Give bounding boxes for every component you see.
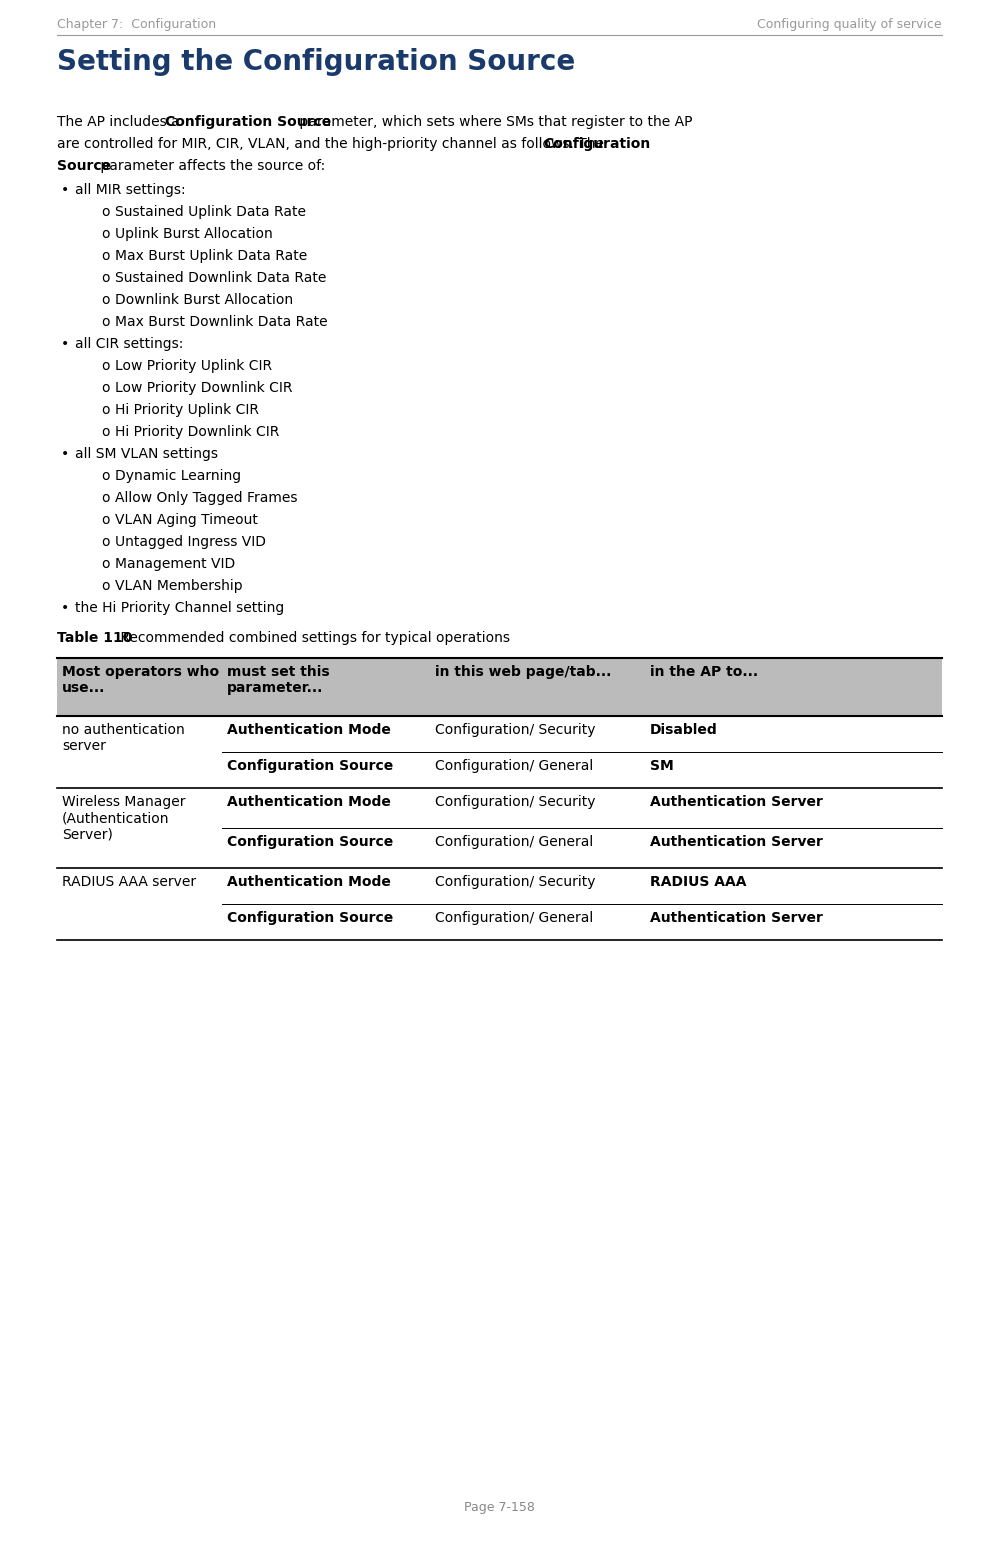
Text: o: o (101, 556, 110, 570)
Text: the Hi Priority Channel setting: the Hi Priority Channel setting (75, 601, 285, 615)
Text: must set this
parameter...: must set this parameter... (227, 665, 330, 695)
Text: The AP includes a: The AP includes a (57, 115, 184, 129)
Text: Page 7-158: Page 7-158 (465, 1501, 534, 1514)
Text: in the AP to...: in the AP to... (650, 665, 758, 679)
Text: Downlink Burst Allocation: Downlink Burst Allocation (115, 294, 293, 308)
Text: all CIR settings:: all CIR settings: (75, 337, 184, 351)
Text: Wireless Manager
(Authentication
Server): Wireless Manager (Authentication Server) (62, 796, 186, 841)
Text: Configuration Source: Configuration Source (165, 115, 332, 129)
Text: Dynamic Learning: Dynamic Learning (115, 469, 241, 483)
Text: Configuration/ Security: Configuration/ Security (435, 723, 595, 737)
Text: Chapter 7:  Configuration: Chapter 7: Configuration (57, 19, 216, 31)
Text: Low Priority Downlink CIR: Low Priority Downlink CIR (115, 381, 293, 395)
Text: o: o (101, 315, 110, 329)
Text: o: o (101, 513, 110, 527)
Text: Untagged Ingress VID: Untagged Ingress VID (115, 535, 266, 549)
Text: •: • (61, 337, 69, 351)
Text: Hi Priority Uplink CIR: Hi Priority Uplink CIR (115, 402, 259, 416)
Text: o: o (101, 249, 110, 263)
Text: o: o (101, 205, 110, 219)
Text: Configuration/ Security: Configuration/ Security (435, 875, 595, 889)
Text: o: o (101, 402, 110, 416)
Text: Setting the Configuration Source: Setting the Configuration Source (57, 48, 575, 76)
Text: Configuration: Configuration (543, 137, 650, 151)
Text: VLAN Aging Timeout: VLAN Aging Timeout (115, 513, 258, 527)
Text: SM: SM (650, 758, 673, 772)
Bar (57, 657, 942, 716)
Text: Authentication Server: Authentication Server (650, 911, 823, 925)
Text: are controlled for MIR, CIR, VLAN, and the high-priority channel as follows. The: are controlled for MIR, CIR, VLAN, and t… (57, 137, 608, 151)
Text: o: o (101, 359, 110, 373)
Text: Configuration Source: Configuration Source (227, 834, 394, 848)
Text: Authentication Mode: Authentication Mode (227, 796, 391, 810)
Text: all MIR settings:: all MIR settings: (75, 183, 186, 197)
Text: Low Priority Uplink CIR: Low Priority Uplink CIR (115, 359, 272, 373)
Text: Configuration Source: Configuration Source (227, 911, 394, 925)
Text: Configuration/ Security: Configuration/ Security (435, 796, 595, 810)
Text: •: • (61, 183, 69, 197)
Text: Configuration Source: Configuration Source (227, 758, 394, 772)
Text: Configuration/ General: Configuration/ General (435, 911, 593, 925)
Text: o: o (101, 580, 110, 594)
Text: no authentication
server: no authentication server (62, 723, 185, 754)
Text: o: o (101, 227, 110, 241)
Text: Authentication Server: Authentication Server (650, 796, 823, 810)
Text: o: o (101, 535, 110, 549)
Text: o: o (101, 491, 110, 505)
Text: Management VID: Management VID (115, 556, 235, 570)
Text: Sustained Downlink Data Rate: Sustained Downlink Data Rate (115, 270, 327, 284)
Text: Allow Only Tagged Frames: Allow Only Tagged Frames (115, 491, 298, 505)
Text: Authentication Mode: Authentication Mode (227, 875, 391, 889)
Text: parameter affects the source of:: parameter affects the source of: (96, 159, 326, 172)
Text: Configuring quality of service: Configuring quality of service (757, 19, 942, 31)
Text: •: • (61, 448, 69, 462)
Text: Uplink Burst Allocation: Uplink Burst Allocation (115, 227, 273, 241)
Text: o: o (101, 424, 110, 438)
Text: Most operators who
use...: Most operators who use... (62, 665, 219, 695)
Text: parameter, which sets where SMs that register to the AP: parameter, which sets where SMs that reg… (295, 115, 692, 129)
Text: VLAN Membership: VLAN Membership (115, 580, 243, 594)
Text: RADIUS AAA: RADIUS AAA (650, 875, 746, 889)
Text: Max Burst Downlink Data Rate: Max Burst Downlink Data Rate (115, 315, 328, 329)
Text: RADIUS AAA server: RADIUS AAA server (62, 875, 196, 889)
Text: all SM VLAN settings: all SM VLAN settings (75, 448, 218, 462)
Text: Configuration/ General: Configuration/ General (435, 834, 593, 848)
Text: Recommended combined settings for typical operations: Recommended combined settings for typica… (116, 631, 509, 645)
Text: Hi Priority Downlink CIR: Hi Priority Downlink CIR (115, 424, 280, 438)
Text: Authentication Server: Authentication Server (650, 834, 823, 848)
Text: o: o (101, 270, 110, 284)
Text: o: o (101, 294, 110, 308)
Text: Table 110: Table 110 (57, 631, 133, 645)
Text: o: o (101, 469, 110, 483)
Text: in this web page/tab...: in this web page/tab... (435, 665, 611, 679)
Text: •: • (61, 601, 69, 615)
Text: Disabled: Disabled (650, 723, 717, 737)
Text: Sustained Uplink Data Rate: Sustained Uplink Data Rate (115, 205, 306, 219)
Text: o: o (101, 381, 110, 395)
Text: Source: Source (57, 159, 111, 172)
Text: Authentication Mode: Authentication Mode (227, 723, 391, 737)
Text: Configuration/ General: Configuration/ General (435, 758, 593, 772)
Text: Max Burst Uplink Data Rate: Max Burst Uplink Data Rate (115, 249, 308, 263)
